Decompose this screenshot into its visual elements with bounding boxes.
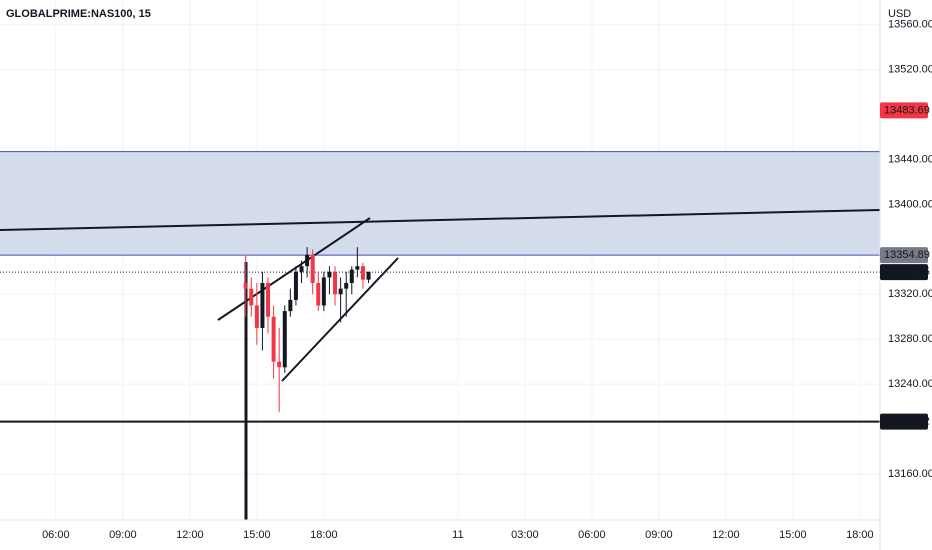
x-tick-label: 12:00 (176, 529, 204, 541)
price-label: 13354.89 (884, 249, 930, 261)
candle-body (349, 269, 354, 284)
y-tick-label: 13400.00 (888, 198, 932, 210)
candle-body (282, 311, 287, 368)
y-tick-label: 13240.00 (888, 378, 932, 390)
candle-body (310, 254, 315, 284)
x-tick-label: 18:00 (310, 529, 338, 541)
x-tick-label: 06:00 (578, 529, 606, 541)
price-label: 13483.69 (884, 104, 930, 116)
x-tick-label: 09:00 (645, 529, 673, 541)
candle-body (288, 299, 293, 312)
price-label-box (880, 102, 928, 119)
price-label-box (880, 413, 928, 430)
candle-body (338, 288, 343, 295)
candle-body (260, 283, 265, 328)
candle-body (344, 283, 349, 289)
chart-title: GLOBALPRIME:NAS100, 15 (6, 8, 151, 20)
zone (0, 151, 880, 256)
price-label-box (880, 264, 928, 281)
candles (243, 247, 371, 413)
candle-body (266, 283, 271, 317)
candle-body (299, 266, 304, 272)
y-tick-label: 13440.00 (888, 153, 932, 165)
y-tick-label: 13280.00 (888, 333, 932, 345)
candle-body (243, 283, 248, 289)
candle-body (316, 283, 321, 306)
wedge-upper (217, 217, 371, 321)
x-tick-label: 18:00 (846, 529, 874, 541)
candle-body (271, 316, 276, 362)
x-tick-label: 15:00 (779, 529, 807, 541)
candle-body (305, 254, 310, 267)
price-label-box (880, 247, 928, 264)
zone-group (0, 151, 880, 256)
price-lines (0, 271, 880, 423)
x-tick-label: 06:00 (42, 529, 70, 541)
x-tick-label: 03:00 (511, 529, 539, 541)
candle-body (249, 288, 254, 306)
candle-body (366, 271, 371, 280)
price-label: 13206.62 (884, 415, 930, 427)
trend-line (0, 209, 881, 231)
price-label: 13339.75 (884, 266, 930, 278)
x-tick-label: 11 (452, 529, 463, 541)
candle-body (277, 361, 282, 368)
grid (0, 0, 880, 520)
x-tick-label: 15:00 (243, 529, 271, 541)
x-tick-label: 09:00 (109, 529, 137, 541)
candle-body (327, 271, 332, 278)
x-tick-label: 12:00 (712, 529, 740, 541)
y-tick-label: 13520.00 (888, 64, 932, 76)
candle-body (333, 271, 338, 295)
y-tick-label: 13320.00 (888, 288, 932, 300)
candle-body (254, 305, 259, 328)
currency-label: USD (888, 8, 911, 20)
y-tick-label: 13160.00 (888, 468, 932, 480)
candle-body (321, 277, 326, 306)
candle-body (360, 266, 365, 280)
candle-body (355, 266, 360, 270)
axis: 13560.00 13520.00 13440.00 13400.00 13320.00… (42, 19, 932, 541)
candle-body (293, 271, 298, 300)
wedge-lower (281, 257, 399, 382)
y-tick-label: 13560.00 (888, 19, 932, 31)
